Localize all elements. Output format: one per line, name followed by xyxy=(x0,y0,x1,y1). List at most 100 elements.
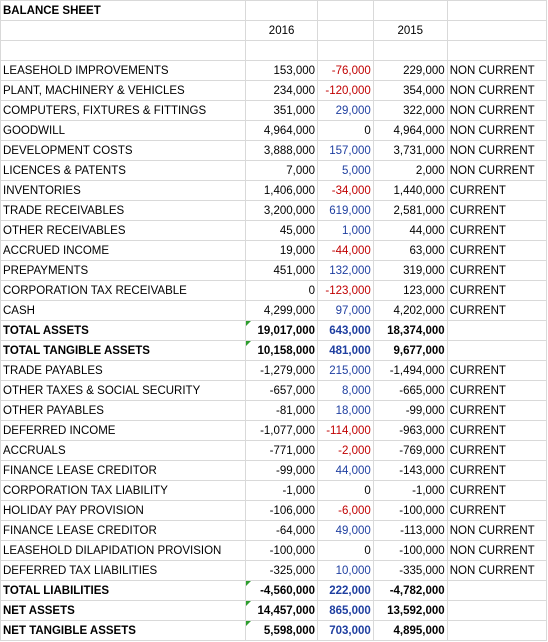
value-2015-cell[interactable]: 322,000 xyxy=(372,100,448,121)
change-cell[interactable]: 865,000 xyxy=(317,600,374,621)
classification-cell[interactable] xyxy=(446,600,548,621)
classification-cell[interactable]: CURRENT xyxy=(446,240,548,261)
value-2016-cell[interactable]: -1,279,000 xyxy=(245,360,319,381)
row-label-cell[interactable]: NET ASSETS xyxy=(0,600,247,621)
row-label-cell[interactable]: OTHER TAXES & SOCIAL SECURITY xyxy=(0,380,247,401)
value-2016-cell[interactable]: -4,560,000 xyxy=(245,580,319,601)
change-cell[interactable]: 97,000 xyxy=(317,300,374,321)
row-label-cell[interactable]: FINANCE LEASE CREDITOR xyxy=(0,520,247,541)
classification-cell[interactable]: CURRENT xyxy=(446,500,548,521)
empty-cell[interactable] xyxy=(0,40,247,61)
value-2016-cell[interactable]: 3,888,000 xyxy=(245,140,319,161)
classification-cell[interactable] xyxy=(446,320,548,341)
row-label-cell[interactable]: FINANCE LEASE CREDITOR xyxy=(0,460,247,481)
value-2015-cell[interactable]: 354,000 xyxy=(372,80,448,101)
value-2015-cell[interactable]: 13,592,000 xyxy=(372,600,448,621)
classification-cell[interactable]: NON CURRENT xyxy=(446,520,548,541)
classification-cell[interactable]: NON CURRENT xyxy=(446,120,548,141)
value-2015-cell[interactable]: 4,895,000 xyxy=(372,620,448,641)
classification-cell[interactable]: NON CURRENT xyxy=(446,100,548,121)
classification-cell[interactable]: NON CURRENT xyxy=(446,540,548,561)
value-2015-cell[interactable]: -769,000 xyxy=(372,440,448,461)
row-label-cell[interactable]: TOTAL ASSETS xyxy=(0,320,247,341)
classification-cell[interactable]: CURRENT xyxy=(446,300,548,321)
classification-cell[interactable]: CURRENT xyxy=(446,260,548,281)
sheet-title[interactable]: BALANCE SHEET xyxy=(0,0,247,21)
value-2015-cell[interactable]: 2,581,000 xyxy=(372,200,448,221)
value-2016-cell[interactable]: -325,000 xyxy=(245,560,319,581)
empty-cell[interactable] xyxy=(446,40,548,61)
value-2015-cell[interactable]: -4,782,000 xyxy=(372,580,448,601)
value-2016-cell[interactable]: 451,000 xyxy=(245,260,319,281)
value-2016-cell[interactable]: -106,000 xyxy=(245,500,319,521)
change-cell[interactable]: -2,000 xyxy=(317,440,374,461)
classification-cell[interactable] xyxy=(446,620,548,641)
change-cell[interactable]: 222,000 xyxy=(317,580,374,601)
value-2015-cell[interactable]: 44,000 xyxy=(372,220,448,241)
classification-cell[interactable]: CURRENT xyxy=(446,460,548,481)
change-cell[interactable]: 0 xyxy=(317,120,374,141)
row-label-cell[interactable]: NET TANGIBLE ASSETS xyxy=(0,620,247,641)
empty-cell[interactable] xyxy=(317,0,374,21)
value-2016-cell[interactable]: 4,964,000 xyxy=(245,120,319,141)
value-2016-cell[interactable]: 19,017,000 xyxy=(245,320,319,341)
change-cell[interactable]: -44,000 xyxy=(317,240,374,261)
classification-cell[interactable]: CURRENT xyxy=(446,280,548,301)
header-2015[interactable]: 2015 xyxy=(372,20,448,41)
classification-cell[interactable]: CURRENT xyxy=(446,180,548,201)
value-2016-cell[interactable]: 45,000 xyxy=(245,220,319,241)
change-cell[interactable]: -6,000 xyxy=(317,500,374,521)
classification-cell[interactable]: NON CURRENT xyxy=(446,140,548,161)
value-2016-cell[interactable]: -1,000 xyxy=(245,480,319,501)
change-cell[interactable]: -34,000 xyxy=(317,180,374,201)
classification-cell[interactable]: CURRENT xyxy=(446,220,548,241)
change-cell[interactable]: 0 xyxy=(317,540,374,561)
value-2015-cell[interactable]: -113,000 xyxy=(372,520,448,541)
classification-cell[interactable] xyxy=(446,580,548,601)
classification-cell[interactable]: CURRENT xyxy=(446,200,548,221)
value-2016-cell[interactable]: -81,000 xyxy=(245,400,319,421)
classification-cell[interactable]: CURRENT xyxy=(446,360,548,381)
row-label-cell[interactable]: DEFERRED INCOME xyxy=(0,420,247,441)
value-2015-cell[interactable]: 2,000 xyxy=(372,160,448,181)
value-2016-cell[interactable]: -100,000 xyxy=(245,540,319,561)
classification-cell[interactable]: CURRENT xyxy=(446,400,548,421)
classification-cell[interactable]: NON CURRENT xyxy=(446,560,548,581)
value-2015-cell[interactable]: 319,000 xyxy=(372,260,448,281)
row-label-cell[interactable]: LICENCES & PATENTS xyxy=(0,160,247,181)
value-2016-cell[interactable]: 19,000 xyxy=(245,240,319,261)
row-label-cell[interactable]: HOLIDAY PAY PROVISION xyxy=(0,500,247,521)
value-2015-cell[interactable]: -143,000 xyxy=(372,460,448,481)
change-cell[interactable]: 215,000 xyxy=(317,360,374,381)
classification-cell[interactable]: CURRENT xyxy=(446,480,548,501)
value-2015-cell[interactable]: 4,964,000 xyxy=(372,120,448,141)
value-2016-cell[interactable]: 0 xyxy=(245,280,319,301)
row-label-cell[interactable]: DEFERRED TAX LIABILITIES xyxy=(0,560,247,581)
empty-cell[interactable] xyxy=(317,40,374,61)
change-cell[interactable]: 49,000 xyxy=(317,520,374,541)
row-label-cell[interactable]: OTHER RECEIVABLES xyxy=(0,220,247,241)
value-2015-cell[interactable]: -99,000 xyxy=(372,400,448,421)
value-2016-cell[interactable]: 5,598,000 xyxy=(245,620,319,641)
row-label-cell[interactable]: CASH xyxy=(0,300,247,321)
value-2016-cell[interactable]: 1,406,000 xyxy=(245,180,319,201)
row-label-cell[interactable]: CORPORATION TAX LIABILITY xyxy=(0,480,247,501)
empty-cell[interactable] xyxy=(317,20,374,41)
value-2015-cell[interactable]: 229,000 xyxy=(372,60,448,81)
row-label-cell[interactable]: TRADE RECEIVABLES xyxy=(0,200,247,221)
value-2016-cell[interactable]: 153,000 xyxy=(245,60,319,81)
value-2015-cell[interactable]: 3,731,000 xyxy=(372,140,448,161)
value-2015-cell[interactable]: -963,000 xyxy=(372,420,448,441)
value-2015-cell[interactable]: -100,000 xyxy=(372,540,448,561)
classification-cell[interactable] xyxy=(446,340,548,361)
classification-cell[interactable]: CURRENT xyxy=(446,440,548,461)
change-cell[interactable]: -120,000 xyxy=(317,80,374,101)
value-2016-cell[interactable]: -99,000 xyxy=(245,460,319,481)
row-label-cell[interactable]: DEVELOPMENT COSTS xyxy=(0,140,247,161)
row-label-cell[interactable]: PREPAYMENTS xyxy=(0,260,247,281)
value-2016-cell[interactable]: -657,000 xyxy=(245,380,319,401)
value-2015-cell[interactable]: -335,000 xyxy=(372,560,448,581)
classification-cell[interactable]: NON CURRENT xyxy=(446,80,548,101)
change-cell[interactable]: 5,000 xyxy=(317,160,374,181)
value-2015-cell[interactable]: 9,677,000 xyxy=(372,340,448,361)
